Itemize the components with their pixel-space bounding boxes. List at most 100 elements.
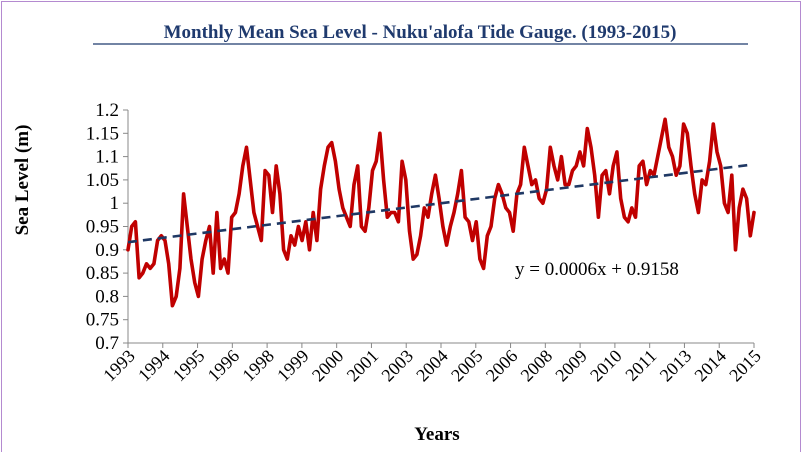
- sea-level-point: [638, 165, 640, 167]
- sea-level-point: [179, 267, 181, 270]
- sea-level-point: [260, 239, 263, 242]
- x-tick-label: 2000: [308, 346, 348, 386]
- sea-level-point: [360, 225, 363, 228]
- sea-level-point: [623, 216, 626, 218]
- x-tick-label: 2003: [377, 346, 417, 386]
- sea-level-point: [305, 221, 307, 223]
- sea-level-point: [160, 235, 163, 237]
- sea-level-point: [408, 230, 411, 232]
- sea-level-point: [290, 235, 292, 237]
- sea-level-point: [297, 225, 300, 228]
- sea-level-point: [608, 193, 611, 195]
- x-tick-label: 2005: [447, 346, 487, 386]
- sea-level-point: [319, 188, 322, 190]
- sea-level-point: [582, 165, 585, 167]
- sea-level-point: [330, 141, 333, 144]
- x-tick-label: 2009: [551, 346, 591, 386]
- sea-level-point: [264, 169, 266, 172]
- sea-level-point: [616, 151, 618, 153]
- sea-level-point: [327, 146, 329, 149]
- sea-level-point: [427, 216, 429, 218]
- sea-level-point: [379, 132, 381, 135]
- sea-level-point: [286, 258, 289, 260]
- sea-level-point: [693, 193, 696, 195]
- x-tick-label: 2011: [621, 346, 660, 385]
- sea-level-point: [697, 211, 700, 214]
- sea-level-point: [497, 183, 500, 186]
- sea-level-point: [208, 225, 211, 228]
- y-axis-title: Sea Level (m): [12, 125, 33, 236]
- sea-level-point: [197, 295, 200, 298]
- sea-level-point: [349, 225, 352, 228]
- x-tick-label: 2008: [517, 346, 557, 386]
- sea-level-point: [453, 211, 455, 214]
- sea-level-point: [742, 188, 744, 190]
- sea-level-point: [279, 193, 281, 195]
- sea-level-point: [368, 207, 370, 209]
- sea-level-point: [534, 179, 537, 181]
- sea-level-point: [386, 216, 389, 218]
- sea-level-point: [568, 183, 570, 186]
- sea-level-point: [445, 244, 448, 246]
- x-tick-label: 1994: [134, 346, 174, 386]
- sea-level-point: [708, 160, 711, 163]
- sea-level-point: [401, 160, 403, 163]
- sea-level-point: [571, 169, 574, 172]
- sea-level-point: [256, 225, 259, 228]
- x-tick-label: 2015: [725, 346, 765, 386]
- x-tick-label: 2004: [412, 346, 452, 386]
- sea-level-point: [149, 267, 151, 270]
- sea-level-point: [253, 211, 255, 214]
- y-tick-label: 1.15: [86, 123, 119, 144]
- sea-level-point: [690, 165, 692, 167]
- sea-level-point: [312, 211, 315, 214]
- sea-level-point: [164, 239, 166, 242]
- sea-level-point: [668, 146, 670, 149]
- sea-level-point: [138, 277, 140, 279]
- sea-level-point: [531, 183, 533, 186]
- x-tick-label: 2010: [586, 346, 626, 386]
- y-tick-label: 0.75: [86, 310, 119, 331]
- sea-level-point: [449, 225, 452, 228]
- sea-level-point: [190, 258, 192, 260]
- sea-level-point: [753, 211, 755, 214]
- sea-level-point: [475, 221, 478, 223]
- sea-level-point: [671, 155, 674, 158]
- sea-level-point: [642, 160, 644, 163]
- sea-level-point: [412, 258, 415, 260]
- sea-level-point: [456, 193, 459, 195]
- sea-level-point: [627, 221, 629, 223]
- y-axis: 0.70.75 0.80.850.90.95 11.051.1 1.151.2: [86, 100, 129, 354]
- y-tick-label: 1.1: [95, 147, 119, 168]
- sea-level-point: [423, 207, 426, 209]
- sea-level-point: [593, 174, 596, 176]
- sea-level-point: [130, 225, 133, 228]
- sea-level-point: [156, 239, 159, 242]
- y-tick-label: 1.2: [95, 100, 119, 121]
- y-tick-label: 0.95: [86, 217, 119, 238]
- sea-level-point: [675, 174, 677, 176]
- sea-level-point: [382, 179, 385, 181]
- sea-level-point: [619, 197, 622, 200]
- sea-level-point: [405, 179, 407, 181]
- chart-title: Monthly Mean Sea Level - Nuku'alofa Tide…: [164, 22, 677, 43]
- sea-level-point: [468, 221, 470, 223]
- sea-level-series-line: [126, 117, 756, 308]
- sea-level-point: [242, 165, 244, 167]
- sea-level-point: [538, 197, 540, 200]
- sea-level-point: [338, 188, 340, 190]
- sea-level-point: [167, 263, 170, 265]
- sea-level-point: [182, 193, 185, 195]
- y-tick-label: 0.85: [86, 263, 119, 284]
- sea-level-point: [634, 216, 637, 218]
- x-tick-label: 2013: [656, 346, 696, 386]
- sea-level-point: [664, 118, 666, 121]
- x-tick-label: 2014: [690, 346, 730, 386]
- sea-level-point: [493, 197, 496, 200]
- sea-level-point: [201, 258, 203, 260]
- sea-level-point: [219, 267, 222, 270]
- y-tick-label: 0.7: [95, 333, 119, 354]
- sea-level-point: [397, 221, 400, 223]
- sea-level-point: [371, 169, 374, 172]
- sea-level-point: [719, 165, 722, 167]
